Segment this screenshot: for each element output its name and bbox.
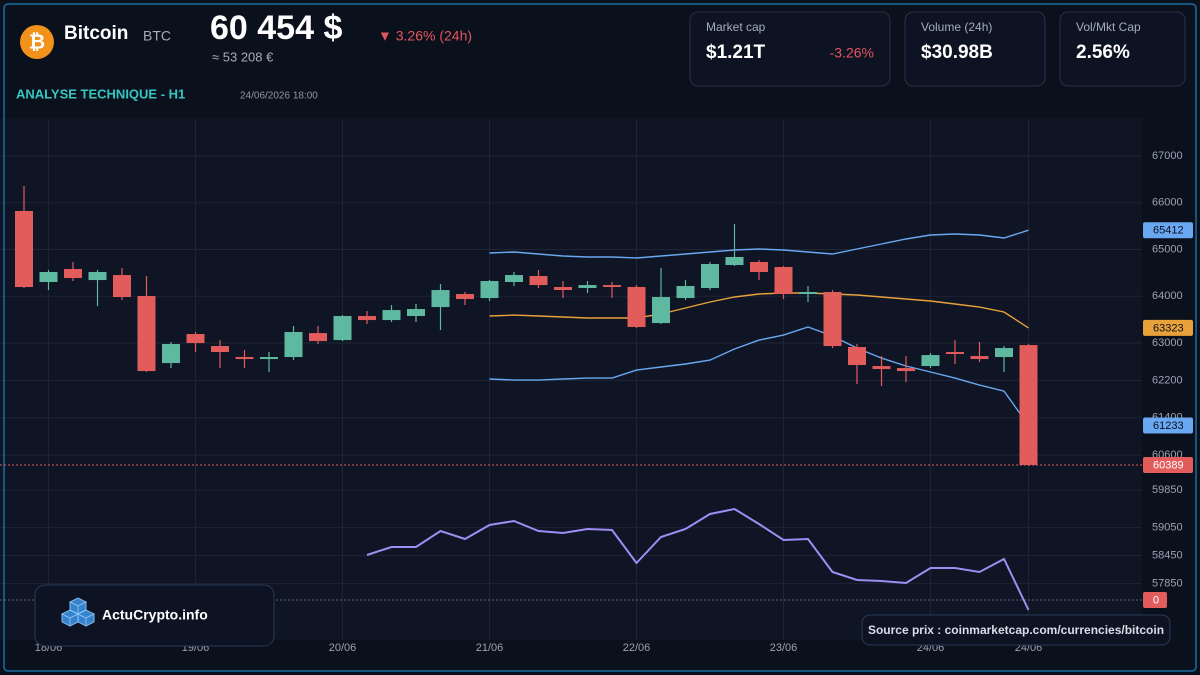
candle-body [64, 269, 82, 279]
card-value: $30.98B [921, 42, 993, 63]
price-eur: ≈ 53 208 € [212, 49, 274, 64]
source-box [861, 614, 1171, 646]
candle-body [505, 275, 523, 283]
candle-body [897, 368, 915, 372]
brand-icon [60, 597, 96, 627]
candle-body [39, 272, 58, 283]
y-tick-label: 59050 [1152, 521, 1183, 533]
value-badge: 63323 [1153, 322, 1184, 334]
candle-body [554, 287, 572, 290]
plot: 6700066000650006400063000622006140060600… [0, 120, 1193, 654]
candle-body [995, 348, 1013, 358]
candle-body [676, 286, 695, 299]
y-tick-label: 66000 [1152, 197, 1183, 209]
candle-body [88, 272, 107, 281]
x-tick-label: 23/06 [770, 642, 798, 654]
section-title: ANALYSE TECHNIQUE - H1 [16, 86, 185, 101]
candle-body [235, 357, 254, 360]
candle-body [750, 262, 768, 273]
source: Source prix : coinmarketcap.com/currenci… [868, 623, 1164, 637]
card-label: Market cap [706, 20, 766, 34]
x-tick-label: 21/06 [476, 642, 504, 654]
candle-body [848, 347, 866, 366]
candle-body [309, 333, 327, 342]
candle-body [15, 211, 33, 288]
card-change: -3.26% [830, 45, 874, 61]
card-value: $1.21T [706, 42, 766, 63]
price-badge: 60389 [1153, 459, 1184, 471]
candle-body [382, 310, 401, 321]
candle-body [799, 292, 817, 295]
card [689, 11, 891, 87]
candle-body [701, 264, 719, 289]
indicator-line [489, 326, 1030, 426]
card [904, 11, 1046, 87]
candle-body [284, 332, 303, 358]
indicator-line [489, 292, 1029, 329]
candle-body [946, 352, 964, 355]
candle-body [211, 346, 229, 353]
card-value: 2.56% [1076, 42, 1130, 63]
candle-body [652, 297, 670, 324]
price-change: ▼ 3.26% (24h) [378, 28, 472, 44]
coin-name: Bitcoin [64, 23, 128, 44]
brand-box [34, 584, 275, 647]
x-tick-label: 22/06 [623, 642, 651, 654]
candle-body [137, 296, 156, 372]
candle-body [921, 355, 940, 367]
candle-body [578, 285, 597, 288]
candle-body [162, 344, 180, 364]
candle-body [260, 357, 278, 360]
y-tick-label: 58450 [1152, 550, 1183, 562]
candle-body [480, 281, 499, 299]
candle-body [970, 356, 989, 360]
y-tick-label: 59850 [1152, 484, 1183, 496]
candle-body [872, 366, 891, 370]
indicator-line [366, 507, 1030, 611]
y-tick-label: 63000 [1152, 337, 1183, 349]
overlays: ActuCrypto.info Source prix : coinmarket… [34, 584, 1171, 647]
brand-name: ActuCrypto.info [102, 607, 208, 623]
candle-body [1019, 345, 1038, 465]
y-tick-label: 65000 [1152, 243, 1183, 255]
value-badge: 61233 [1153, 420, 1184, 432]
candle-body [358, 316, 376, 321]
y-tick-label: 62200 [1152, 374, 1183, 386]
candle-body [774, 267, 793, 295]
card [1059, 11, 1186, 87]
candle-body [333, 316, 352, 341]
frame [3, 3, 1197, 672]
card-label: Vol/Mkt Cap [1076, 20, 1141, 34]
x-tick-label: 20/06 [329, 642, 357, 654]
candle-body [627, 287, 646, 328]
candle-body [186, 334, 205, 344]
card-label: Volume (24h) [921, 20, 992, 34]
y2-badge-bg [1143, 592, 1167, 608]
candle-body [407, 309, 425, 317]
logo [20, 25, 54, 59]
candle-body [431, 290, 450, 308]
datetime: 24/06/2026 18:00 [240, 91, 318, 102]
candle-body [113, 275, 131, 298]
price: 60 454 $ [210, 9, 342, 47]
coin-symbol: BTC [143, 28, 171, 44]
candle-body [456, 294, 474, 300]
logo-glyph: ₿ [29, 31, 45, 53]
value-badge-bg [1143, 222, 1193, 239]
y2-tick-label: 0 [1153, 594, 1159, 606]
candle-body [529, 276, 548, 286]
price-badge-bg [1143, 456, 1193, 473]
candle-body [603, 285, 621, 288]
value-badge-bg [1143, 417, 1193, 434]
candle-body [823, 292, 842, 347]
y-tick-label: 57850 [1152, 578, 1183, 590]
y-tick-label: 64000 [1152, 290, 1183, 302]
indicator-line [489, 229, 1029, 259]
y-tick-label: 67000 [1152, 150, 1183, 162]
value-badge-bg [1143, 319, 1193, 336]
candle-body [725, 256, 744, 266]
value-badge: 65412 [1153, 225, 1184, 237]
